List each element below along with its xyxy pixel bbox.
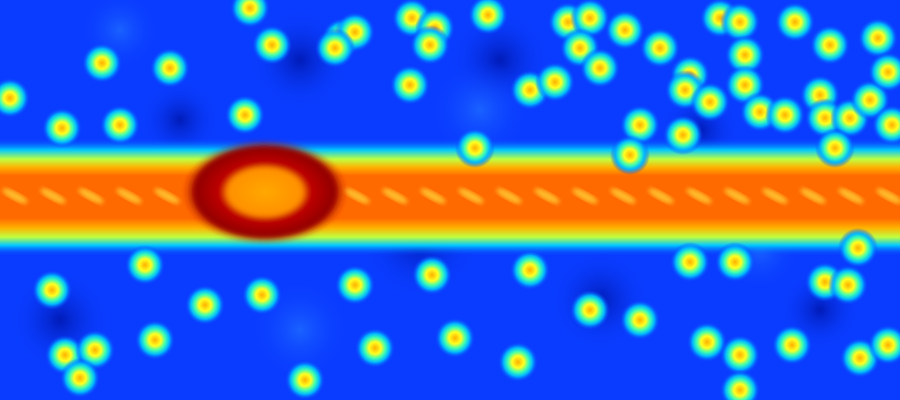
point-source [252,25,292,65]
point-source [765,95,805,135]
point-source [455,128,495,168]
point-source [32,270,72,310]
band-streak [496,188,522,204]
point-source [720,335,760,375]
point-source [315,28,355,68]
point-source [435,318,475,358]
point-source [605,10,645,50]
point-source [715,242,755,282]
point-source [640,28,680,68]
band-streak [344,188,370,204]
point-source [230,0,270,28]
point-source [868,52,900,92]
point-source [690,82,730,122]
band-streak [724,188,750,204]
point-source [285,360,325,400]
point-source [42,108,82,148]
point-source [620,300,660,340]
point-source [810,25,850,65]
band-streak [2,188,28,204]
band-streak [686,188,712,204]
point-source [498,342,538,382]
galactic-band [0,138,900,256]
band-streak [458,188,484,204]
point-source [135,320,175,360]
band-streak [382,188,408,204]
band-streak [762,188,788,204]
point-source [242,275,282,315]
point-source [510,250,550,290]
point-source [150,48,190,88]
point-source [815,128,855,168]
band-streak [800,188,826,204]
point-source [468,0,508,35]
point-source [125,245,165,285]
point-source [390,65,430,105]
point-source [725,35,765,75]
point-source [100,105,140,145]
point-source [872,105,900,145]
point-source [868,325,900,365]
point-source [570,290,610,330]
light-patch [430,60,530,160]
point-source [535,62,575,102]
point-source [185,285,225,325]
point-source [663,115,703,155]
point-source [355,328,395,368]
band-streaks [2,188,900,204]
band-streak [876,188,900,204]
band-streak [572,188,598,204]
band-streak [420,188,446,204]
point-source [225,95,265,135]
point-source [828,265,868,305]
band-streak [534,188,560,204]
band-streak [648,188,674,204]
point-source [687,322,727,362]
band-streak [838,188,864,204]
band-streak [154,188,180,204]
point-source [670,242,710,282]
point-source [720,370,760,400]
point-source [335,265,375,305]
point-source [775,2,815,42]
point-source [610,135,650,175]
point-source [410,25,450,65]
bright-region [183,140,347,244]
band-streak [116,188,142,204]
point-source [838,228,878,268]
point-source [412,255,452,295]
point-source [0,78,30,118]
band-streak [40,188,66,204]
point-source [858,18,898,58]
point-source [720,2,760,42]
band-streak [610,188,636,204]
point-source [772,325,812,365]
point-source [60,358,100,398]
point-source [580,48,620,88]
band-streak [78,188,104,204]
point-source [82,43,122,83]
